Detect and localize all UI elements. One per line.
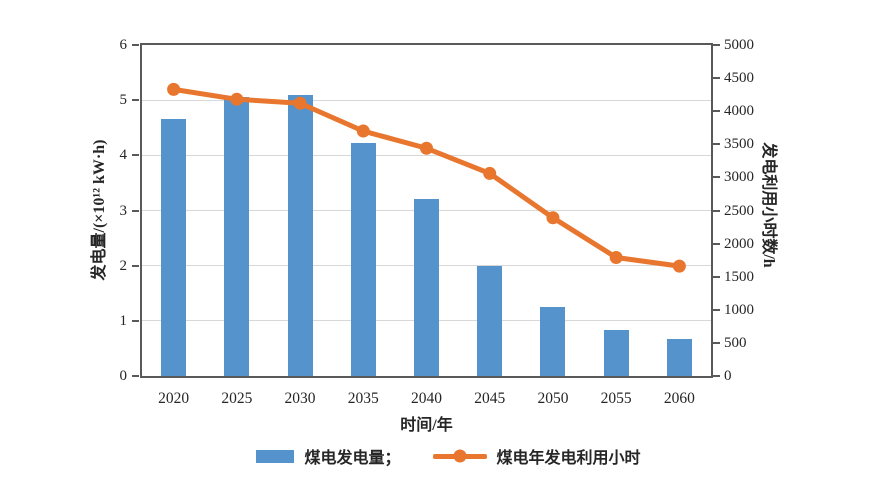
bar-2030 [287, 94, 313, 376]
left-axis-tick-label: 1 [119, 312, 128, 329]
right-axis-tick [713, 176, 720, 179]
left-axis-tick [132, 264, 139, 267]
right-axis-tick [713, 77, 720, 80]
x-axis-title: 时间/年 [400, 417, 453, 434]
x-tick-label-2020: 2020 [158, 390, 190, 407]
bar-2040 [414, 199, 439, 376]
right-axis-tick-label: 1500 [724, 268, 754, 285]
left-axis-tick-label: 4 [119, 147, 128, 164]
left-axis-tick-label: 3 [119, 202, 128, 219]
line-marker-2030 [293, 96, 307, 110]
line-marker-2020 [167, 82, 181, 96]
x-tick-label-2045: 2045 [474, 390, 506, 407]
bar-2050 [540, 307, 566, 376]
right-axis-tick [713, 375, 720, 377]
bar-2025 [224, 97, 250, 376]
legend-label-line-series: 煤电年发电利用小时 [496, 450, 641, 467]
x-tick-label-2030: 2030 [284, 390, 316, 407]
right-axis-tick-label: 3500 [724, 136, 754, 153]
legend: 煤电发电量； 煤电年发电利用小时 [0, 444, 879, 468]
legend-line-swatch-icon [432, 449, 487, 463]
legend-bar-swatch-icon [256, 449, 295, 463]
right-axis-tick [713, 308, 720, 311]
left-axis-tick-label: 6 [119, 37, 128, 53]
bar-2045 [477, 265, 503, 376]
left-axis-tick [132, 154, 139, 157]
plot-area [140, 43, 713, 378]
line-marker-2035 [356, 124, 370, 138]
gridline [142, 154, 711, 156]
right-axis-tick-label: 500 [724, 334, 747, 351]
line-series-layer [167, 82, 686, 273]
bar-2055 [603, 330, 629, 376]
right-axis-tick-label: 4000 [724, 103, 754, 120]
x-tick-label-2055: 2055 [600, 390, 632, 407]
right-axis-tick [713, 209, 720, 212]
legend-label-bar-series: 煤电发电量； [304, 450, 401, 467]
right-axis-tick-label: 2500 [724, 202, 754, 219]
line-marker-2045 [483, 166, 497, 180]
right-axis-tick-label: 1000 [724, 301, 754, 318]
right-axis-tick [713, 275, 720, 278]
x-tick-label-2060: 2060 [663, 390, 695, 407]
left-axis-tick [132, 319, 139, 322]
right-axis-tick-label: 4500 [724, 70, 754, 87]
gridline [142, 99, 711, 101]
left-axis-tick-label: 5 [119, 92, 128, 109]
right-axis-tick-label: 0 [724, 368, 732, 384]
line-marker-2055 [609, 251, 623, 265]
x-tick-label-2035: 2035 [347, 390, 379, 407]
right-axis-tick [713, 110, 720, 113]
right-axis-tick [713, 242, 720, 245]
right-axis-tick [713, 44, 720, 46]
x-tick-label-2040: 2040 [411, 390, 442, 407]
left-axis-tick [132, 209, 139, 212]
left-axis-tick-label: 2 [119, 257, 128, 274]
line-marker-2040 [420, 141, 433, 155]
left-axis-tick [132, 375, 139, 377]
bar-2035 [350, 142, 376, 376]
left-axis-tick [132, 44, 139, 46]
left-axis-tick [132, 99, 139, 102]
left-axis-tick-label: 0 [119, 368, 128, 384]
x-tick-label-2025: 2025 [221, 390, 253, 407]
line-marker-2050 [546, 211, 560, 225]
right-axis-tick [713, 341, 720, 344]
utilization-hours-line [171, 86, 682, 269]
right-axis-tick-label: 5000 [724, 37, 754, 53]
right-axis-tick-label: 3000 [724, 169, 754, 186]
bar-2060 [666, 339, 692, 376]
bar-2020 [161, 119, 187, 376]
x-tick-label-2050: 2050 [537, 390, 569, 407]
right-axis-tick-label: 2000 [724, 235, 754, 252]
line-marker-2025 [230, 92, 244, 106]
line-marker-2060 [672, 259, 686, 273]
right-axis-tick [713, 143, 720, 146]
legend-line-marker-icon [453, 449, 466, 463]
